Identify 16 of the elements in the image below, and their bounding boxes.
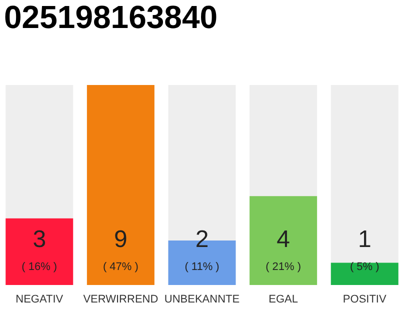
x-tick-label: POSITIV [342,294,387,306]
data-label: 9 [114,226,128,253]
x-tick-label: UNBEKANNTE [164,294,240,306]
annotation: ( 5% ) [350,261,380,273]
annotation: ( 21% ) [266,261,302,273]
x-tick-label: VERWIRREND [83,294,158,306]
data-label: 4 [276,226,290,253]
bar [330,262,398,285]
x-tick-label: NEGATIV [16,294,64,306]
data-label: 3 [32,226,46,253]
chart-title: 025198163840 [4,0,218,35]
annotation: ( 47% ) [102,261,138,273]
data-label: 1 [358,226,372,253]
x-tick-label: EGAL [268,294,298,306]
annotation: ( 16% ) [22,261,58,273]
annotation: ( 11% ) [184,261,220,273]
